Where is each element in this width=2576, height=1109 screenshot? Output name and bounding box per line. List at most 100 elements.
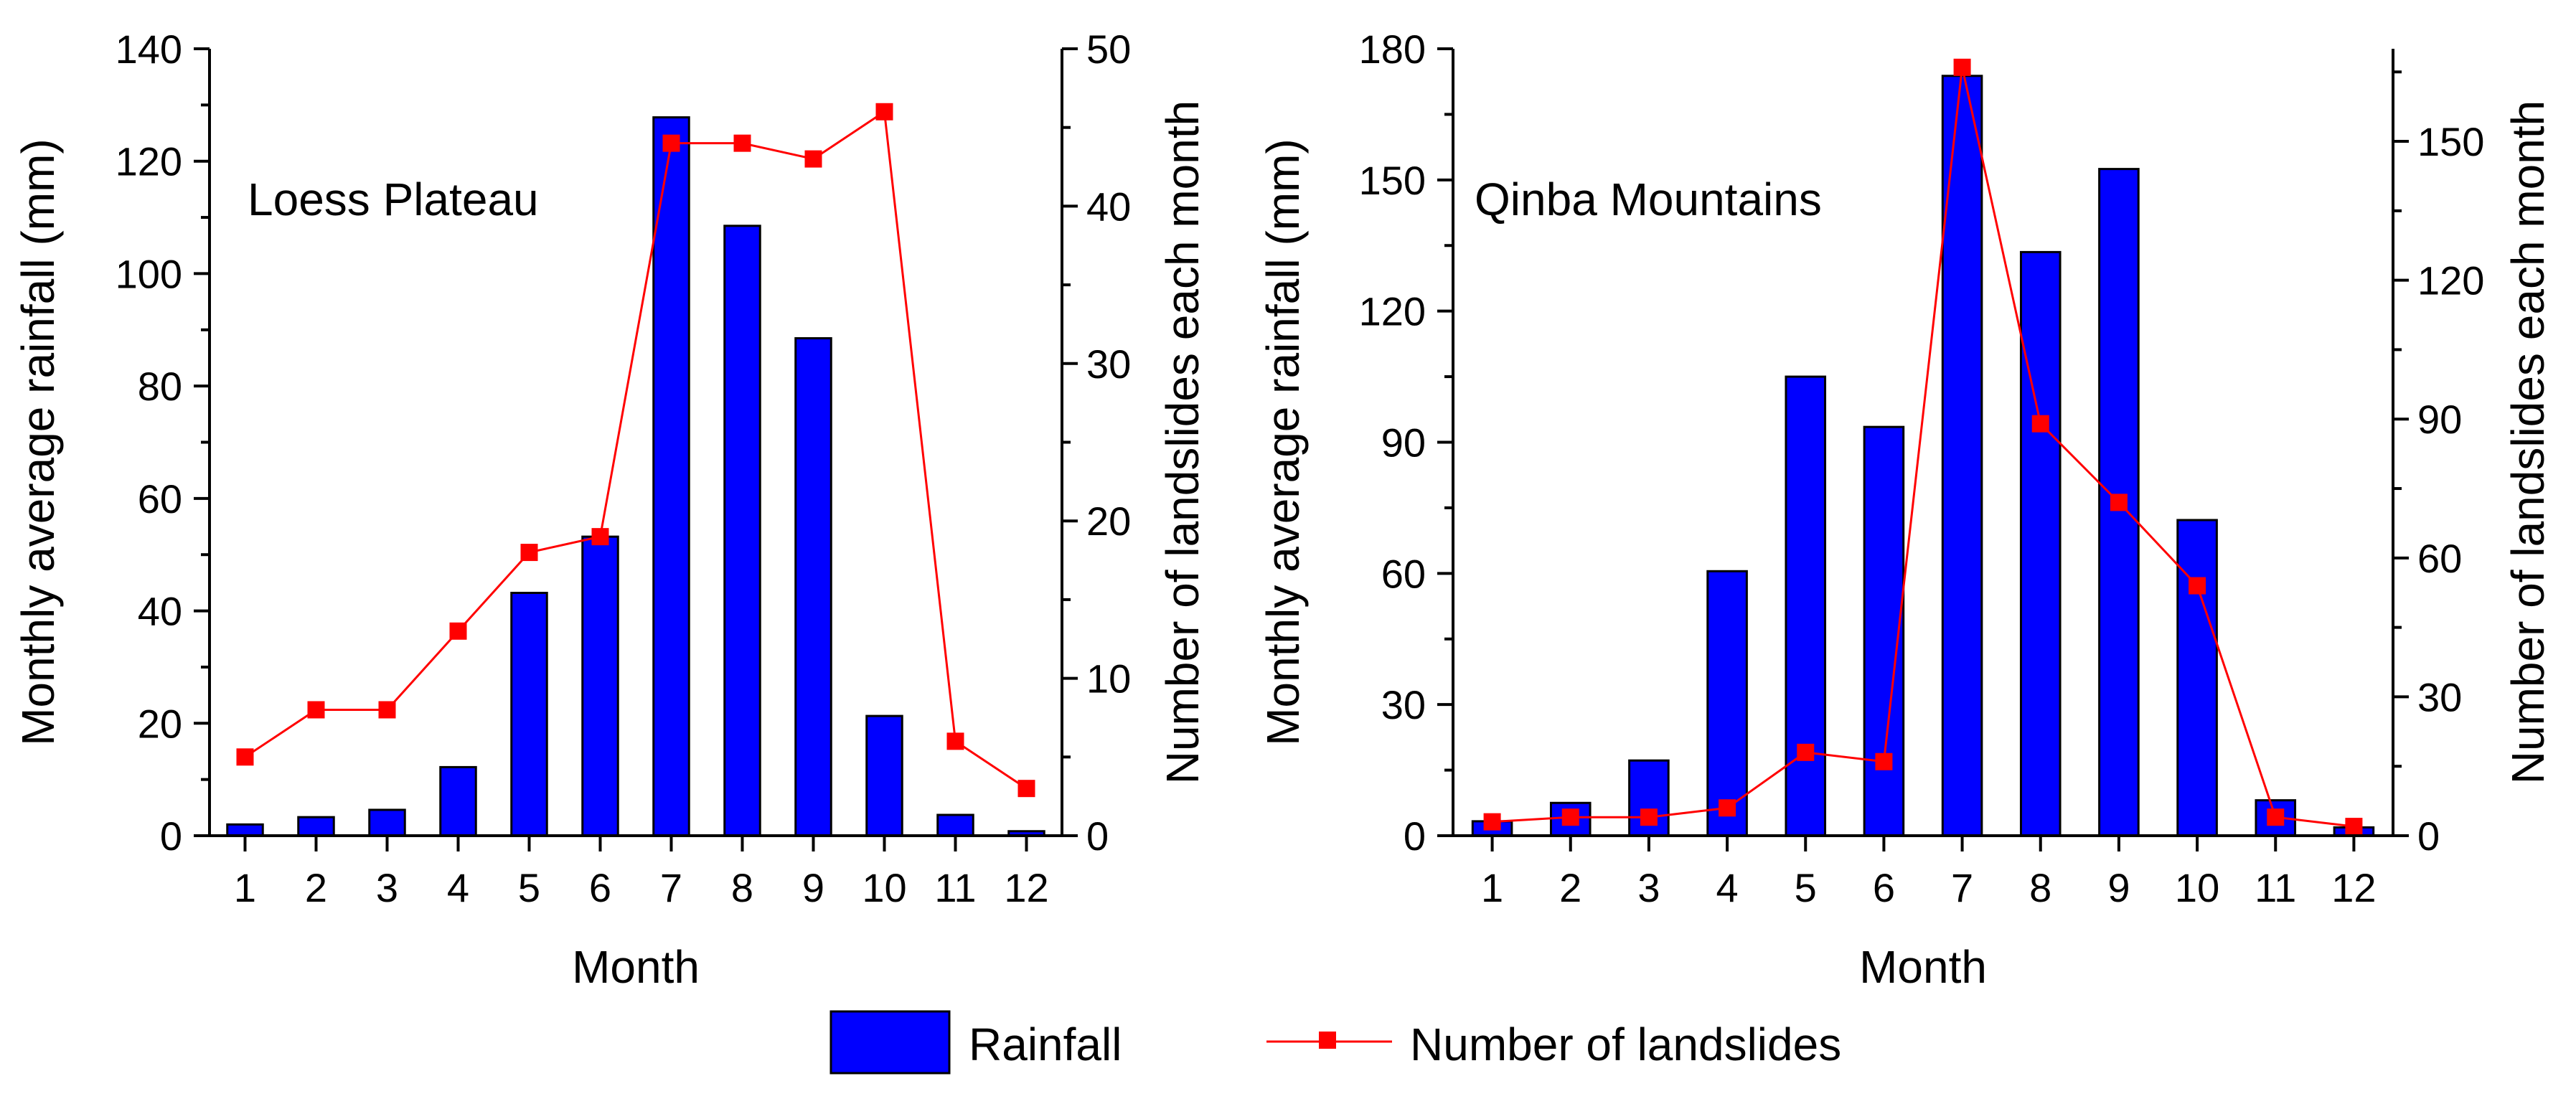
y-tick-label: 60 [138,476,182,522]
landslides-point [1017,780,1035,798]
rainfall-bar [652,116,690,837]
rainfall-bar [1785,375,1827,837]
x-tick-label: 4 [447,865,469,910]
y-tick-label: 180 [1359,27,1426,72]
rainfall-bar [723,225,761,837]
y2-tick-label: 60 [2417,536,2462,581]
legend: Rainfall Number of landslides [829,1010,1841,1075]
x-tick-label: 12 [2331,865,2376,910]
y-axis-title: Monthly average rainfall (mm) [12,138,64,746]
y2-tick-label: 10 [1086,656,1131,702]
y2-tick-label: 40 [1086,184,1131,229]
y2-tick-label: 50 [1086,27,1131,72]
rainfall-bar [936,813,974,837]
x-tick-label: 5 [1795,865,1817,910]
landslides-point [1875,752,1893,770]
landslides-point [662,134,680,152]
y2-tick-label: 20 [1086,499,1131,544]
landslides-point [875,103,893,121]
y-tick-label: 0 [160,813,182,859]
y2-tick-label: 150 [2417,119,2484,164]
y-tick-label: 40 [138,589,182,634]
landslides-point [1797,743,1815,761]
x-axis-title: Month [572,941,700,993]
rainfall-bar [368,808,406,837]
rainfall-bar [794,337,832,837]
y2-tick-label: 0 [1086,813,1109,859]
y-tick-label: 90 [1381,420,1426,466]
x-tick-label: 4 [1716,865,1739,910]
y-tick-label: 150 [1359,158,1426,203]
y-tick-label: 0 [1404,813,1426,859]
landslides-point [449,622,467,640]
landslides-point [236,748,254,766]
y2-axis-title: Number of landslides each month [1157,100,1208,784]
landslides-point [2345,818,2363,836]
rainfall-bar [865,714,903,837]
x-tick-label: 6 [1873,865,1895,910]
y-tick-label: 120 [1359,289,1426,334]
y-tick-label: 80 [138,364,182,409]
landslides-point [946,732,964,750]
landslides-point [1561,808,1579,826]
y-tick-label: 60 [1381,551,1426,596]
y2-tick-label: 30 [2417,674,2462,719]
x-tick-label: 5 [518,865,540,910]
x-tick-label: 1 [234,865,256,910]
rainfall-bar [439,765,477,837]
landslides-point [591,528,609,546]
landslides-line [1492,67,2354,828]
legend-landslides-marker [1319,1032,1336,1049]
x-tick-label: 10 [862,865,906,910]
landslides-point [804,150,822,168]
y2-axis-title: Number of landslides each month [2502,100,2554,784]
landslides-point [1483,813,1501,831]
landslides-point [2031,415,2049,433]
rainfall-bar [1706,570,1748,837]
landslides-point [1953,58,1971,76]
landslides-point [2189,577,2206,595]
x-tick-label: 11 [934,865,976,910]
legend-landslides-label: Number of landslides [1410,1019,1841,1070]
x-tick-label: 7 [660,865,682,910]
x-tick-label: 7 [1951,865,1973,910]
y2-tick-label: 90 [2417,397,2462,442]
y-tick-label: 30 [1381,682,1426,727]
x-tick-label: 9 [2107,865,2130,910]
landslides-point [2267,808,2285,826]
panel-title: Qinba Mountains [1475,174,1822,225]
y2-tick-label: 30 [1086,341,1131,387]
x-tick-label: 6 [589,865,611,910]
legend-rainfall-swatch [829,1010,951,1075]
landslides-point [733,134,751,152]
y2-tick-label: 0 [2417,813,2440,859]
x-tick-label: 10 [2175,865,2219,910]
landslides-line [244,110,1028,790]
y-tick-label: 100 [116,251,182,296]
legend-rainfall-label: Rainfall [969,1019,1122,1070]
landslides-point [1719,799,1736,817]
landslides-point [307,701,325,719]
rainfall-bar [2176,519,2218,837]
x-axis-title: Month [1859,941,1987,993]
rainfall-bar [510,591,548,837]
x-tick-label: 1 [1481,865,1503,910]
panel-title: Loess Plateau [248,174,539,225]
rainfall-bar [297,816,335,837]
y2-tick-label: 120 [2417,258,2484,303]
x-tick-label: 8 [731,865,753,910]
y-axis-title: Monthly average rainfall (mm) [1257,138,1309,746]
rainfall-bar [226,823,264,837]
landslides-point [520,544,538,562]
landslides-point [378,701,396,719]
x-tick-label: 11 [2255,865,2296,910]
rainfall-bar [2019,250,2062,837]
x-tick-label: 12 [1004,865,1048,910]
y-tick-label: 20 [138,701,182,746]
landslides-point [2110,494,2128,511]
x-tick-label: 3 [1637,865,1660,910]
landslides-point [1640,808,1658,826]
